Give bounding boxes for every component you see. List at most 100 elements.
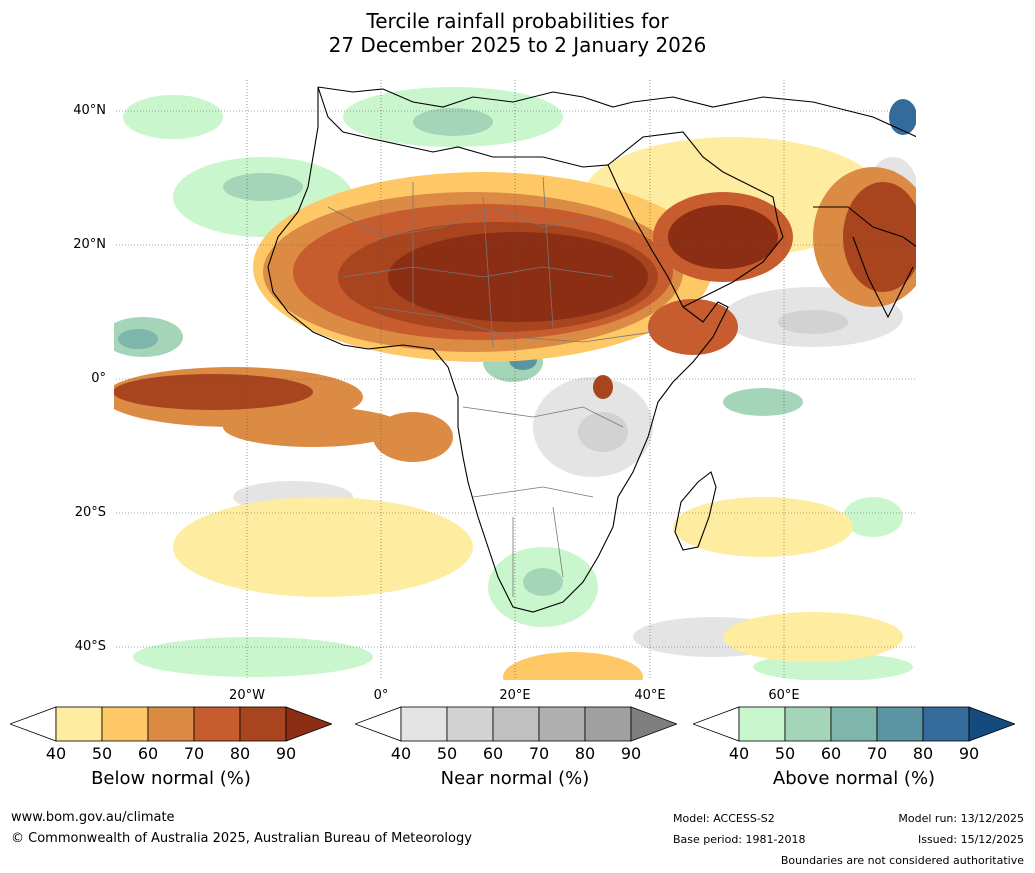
lat-label-40n: 40°N bbox=[73, 103, 106, 118]
rainfall-map bbox=[103, 77, 933, 702]
colorbar-swatch bbox=[538, 706, 586, 742]
model-run: Model run: 13/12/2025 bbox=[898, 812, 1024, 825]
colorbar-tick-label: 70 bbox=[528, 744, 550, 763]
border bbox=[327, 206, 594, 238]
below-patch bbox=[113, 374, 313, 410]
border bbox=[462, 406, 624, 428]
lon-label-0: 0° bbox=[373, 688, 389, 703]
above-patch bbox=[133, 637, 373, 677]
colorbar-tick-label: 70 bbox=[866, 744, 888, 763]
colorbar-tick-label: 90 bbox=[275, 744, 297, 763]
map-frame bbox=[113, 77, 917, 681]
colorbar-tick-label: 70 bbox=[183, 744, 205, 763]
above-patch bbox=[723, 388, 803, 416]
colorbar-extend-high bbox=[285, 706, 332, 742]
title-line-2: 27 December 2025 to 2 January 2026 bbox=[328, 33, 707, 57]
colorbar-tick-label: 80 bbox=[574, 744, 596, 763]
colorbar-tick-label: 80 bbox=[229, 744, 251, 763]
colorbar-below-normal bbox=[10, 706, 332, 742]
colorbar-label-above: Above normal (%) bbox=[772, 768, 936, 789]
africa-coastline bbox=[267, 86, 729, 613]
colorbar-swatch bbox=[400, 706, 448, 742]
below-patch bbox=[668, 205, 778, 269]
colorbar-tick-label: 40 bbox=[728, 744, 750, 763]
near-patch bbox=[778, 310, 848, 334]
border bbox=[372, 306, 654, 343]
lon-label-60e: 60°E bbox=[768, 688, 800, 703]
colorbar-tick-label: 50 bbox=[436, 744, 458, 763]
border bbox=[412, 176, 554, 348]
colorbar-extend-low bbox=[10, 706, 57, 742]
below-patch bbox=[373, 412, 453, 462]
below-patch bbox=[173, 497, 473, 597]
colorbar-near-normal bbox=[355, 706, 677, 742]
colorbar-tick-label: 50 bbox=[91, 744, 113, 763]
lat-label-20n: 20°N bbox=[73, 237, 106, 252]
colorbar-tick-label: 40 bbox=[45, 744, 67, 763]
colorbar-swatch bbox=[101, 706, 149, 742]
lat-label-40s: 40°S bbox=[74, 639, 106, 654]
near-patch bbox=[578, 412, 628, 452]
colorbar-swatch bbox=[876, 706, 924, 742]
colorbar-tick-label: 90 bbox=[620, 744, 642, 763]
colorbar-swatch bbox=[784, 706, 832, 742]
above-patch bbox=[413, 108, 493, 136]
india-coastline bbox=[813, 206, 918, 319]
colorbar-extend-high bbox=[968, 706, 1015, 742]
colorbar-swatch bbox=[446, 706, 494, 742]
country-borders bbox=[327, 176, 654, 597]
chart-title: Tercile rainfall probabilities for 27 De… bbox=[0, 9, 1035, 57]
madagascar-coastline bbox=[674, 471, 717, 551]
below-patch bbox=[223, 407, 403, 447]
above-patch bbox=[889, 99, 917, 135]
border bbox=[342, 266, 614, 278]
lat-label-20s: 20°S bbox=[74, 505, 106, 520]
colorbar-swatch bbox=[239, 706, 287, 742]
boundaries-disclaimer: Boundaries are not considered authoritat… bbox=[780, 854, 1024, 867]
above-patch bbox=[118, 329, 158, 349]
colorbar-swatch bbox=[55, 706, 103, 742]
lon-label-40e: 40°E bbox=[634, 688, 666, 703]
below-patch bbox=[673, 497, 853, 557]
above-patch bbox=[843, 497, 903, 537]
website-link[interactable]: www.bom.gov.au/climate bbox=[11, 810, 175, 825]
colorbar-tick-label: 50 bbox=[774, 744, 796, 763]
europe-coastline bbox=[317, 86, 918, 138]
colorbar-tick-label: 40 bbox=[390, 744, 412, 763]
colorbar-swatch bbox=[738, 706, 786, 742]
colorbar-tick-label: 60 bbox=[820, 744, 842, 763]
border bbox=[472, 486, 594, 597]
base-period: Base period: 1981-2018 bbox=[673, 833, 806, 846]
graticule bbox=[113, 77, 917, 681]
colorbar-label-near: Near normal (%) bbox=[440, 768, 590, 789]
map-svg bbox=[103, 77, 933, 702]
colorbar-tick-label: 60 bbox=[137, 744, 159, 763]
issued-date: Issued: 15/12/2025 bbox=[917, 833, 1024, 846]
colorbar-extend-high bbox=[630, 706, 677, 742]
below-patch bbox=[648, 299, 738, 355]
colorbar-swatch bbox=[830, 706, 878, 742]
colorbar-label-below: Below normal (%) bbox=[91, 768, 251, 789]
colorbar-extend-low bbox=[693, 706, 740, 742]
below-patch bbox=[593, 375, 613, 399]
above-patch bbox=[223, 173, 303, 201]
model-name: Model: ACCESS-S2 bbox=[673, 812, 775, 825]
below-patch bbox=[388, 232, 648, 322]
coastlines bbox=[267, 86, 918, 613]
lon-label-20e: 20°E bbox=[499, 688, 531, 703]
colorbar-extend-low bbox=[355, 706, 402, 742]
colorbar-tick-label: 60 bbox=[482, 744, 504, 763]
copyright: © Commonwealth of Australia 2025, Austra… bbox=[11, 831, 472, 846]
colorbar-tick-label: 80 bbox=[912, 744, 934, 763]
colorbar-swatch bbox=[492, 706, 540, 742]
colorbar-tick-label: 90 bbox=[958, 744, 980, 763]
lon-label-20w: 20°W bbox=[229, 688, 265, 703]
colorbar-above-normal bbox=[693, 706, 1015, 742]
below-patch bbox=[723, 612, 903, 662]
above-patch bbox=[523, 568, 563, 596]
above-patch bbox=[123, 95, 223, 139]
lat-label-0: 0° bbox=[91, 371, 106, 386]
title-line-1: Tercile rainfall probabilities for bbox=[366, 9, 669, 33]
colorbar-swatch bbox=[922, 706, 970, 742]
colorbar-swatch bbox=[193, 706, 241, 742]
